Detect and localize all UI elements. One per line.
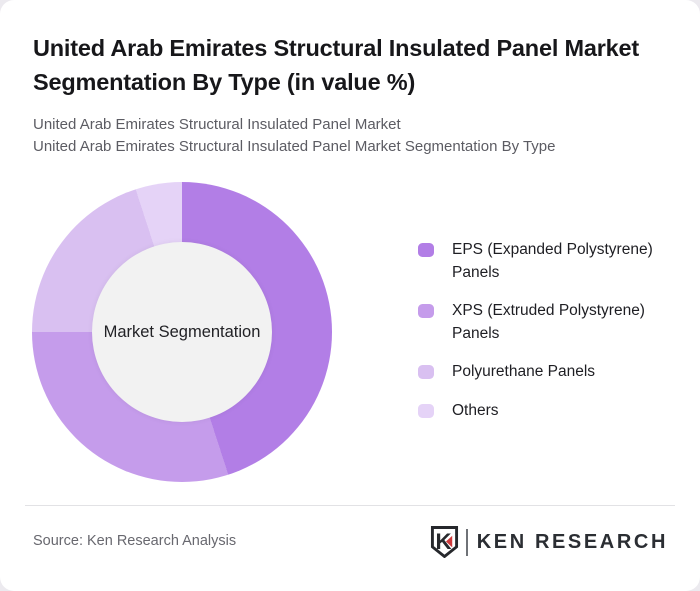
brand-wordmark: KEN RESEARCH [476, 530, 668, 553]
legend-swatch-icon [418, 365, 434, 379]
subtitle-line-2: United Arab Emirates Structural Insulate… [33, 137, 556, 155]
ken-research-shield-icon: K [430, 526, 458, 558]
donut-center-label: Market Segmentation [103, 322, 261, 341]
ken-research-logo: K KEN RESEARCH [430, 526, 668, 558]
donut-chart: Market Segmentation [32, 182, 332, 482]
legend-item-3: Polyurethane Panels [418, 361, 660, 384]
legend-label: XPS (Extruded Polystyrene) Panels [452, 302, 645, 342]
svg-text:K: K [435, 529, 451, 554]
legend-label: Others [452, 401, 499, 419]
footer-divider [25, 505, 675, 506]
donut-center: Market Segmentation [92, 242, 272, 422]
legend-item-2: XPS (Extruded Polystyrene) Panels [418, 300, 660, 345]
subtitle-line-1: United Arab Emirates Structural Insulate… [33, 116, 401, 133]
legend-item-4: Others [418, 400, 660, 423]
legend-swatch-icon [418, 243, 434, 257]
legend-item-1: EPS (Expanded Polystyrene) Panels [418, 239, 660, 284]
logo-separator [465, 528, 468, 556]
legend-label: Polyurethane Panels [452, 363, 596, 380]
chart-title: United Arab Emirates Structural Insulate… [33, 35, 640, 95]
legend-label: EPS (Expanded Polystyrene) Panels [452, 241, 653, 281]
chart-legend: EPS (Expanded Polystyrene) Panels XPS (Ex… [418, 239, 660, 438]
source-note: Source: Ken Research Analysis [33, 533, 237, 549]
chart-subtitle: United Arab Emirates Structural Insulate… [33, 114, 653, 157]
legend-swatch-icon [418, 304, 434, 318]
legend-swatch-icon [418, 403, 434, 418]
